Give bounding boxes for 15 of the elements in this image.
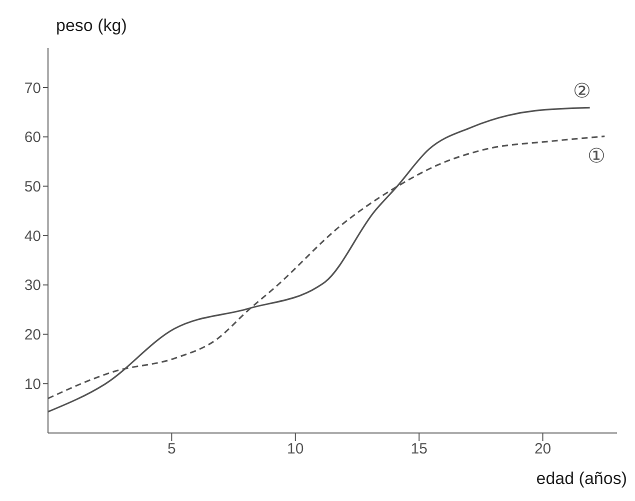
- x-axis-title: edad (años): [536, 469, 627, 489]
- series-label: ①: [588, 145, 606, 168]
- y-tick-label: 70: [24, 80, 41, 97]
- x-tick-label: 20: [534, 440, 552, 458]
- x-tick-label: 5: [168, 440, 176, 458]
- y-tick-label: 40: [24, 228, 41, 245]
- y-tick-label: 50: [24, 178, 41, 196]
- y-tick-label: 10: [24, 376, 41, 393]
- y-tick-label: 20: [24, 326, 41, 344]
- x-tick-label: 15: [410, 440, 428, 458]
- y-tick-label: 60: [24, 129, 41, 146]
- y-axis-title: peso (kg): [56, 16, 127, 36]
- y-tick-label: 30: [24, 277, 41, 294]
- series-label: ②: [572, 80, 591, 103]
- x-tick-label: 10: [287, 440, 304, 458]
